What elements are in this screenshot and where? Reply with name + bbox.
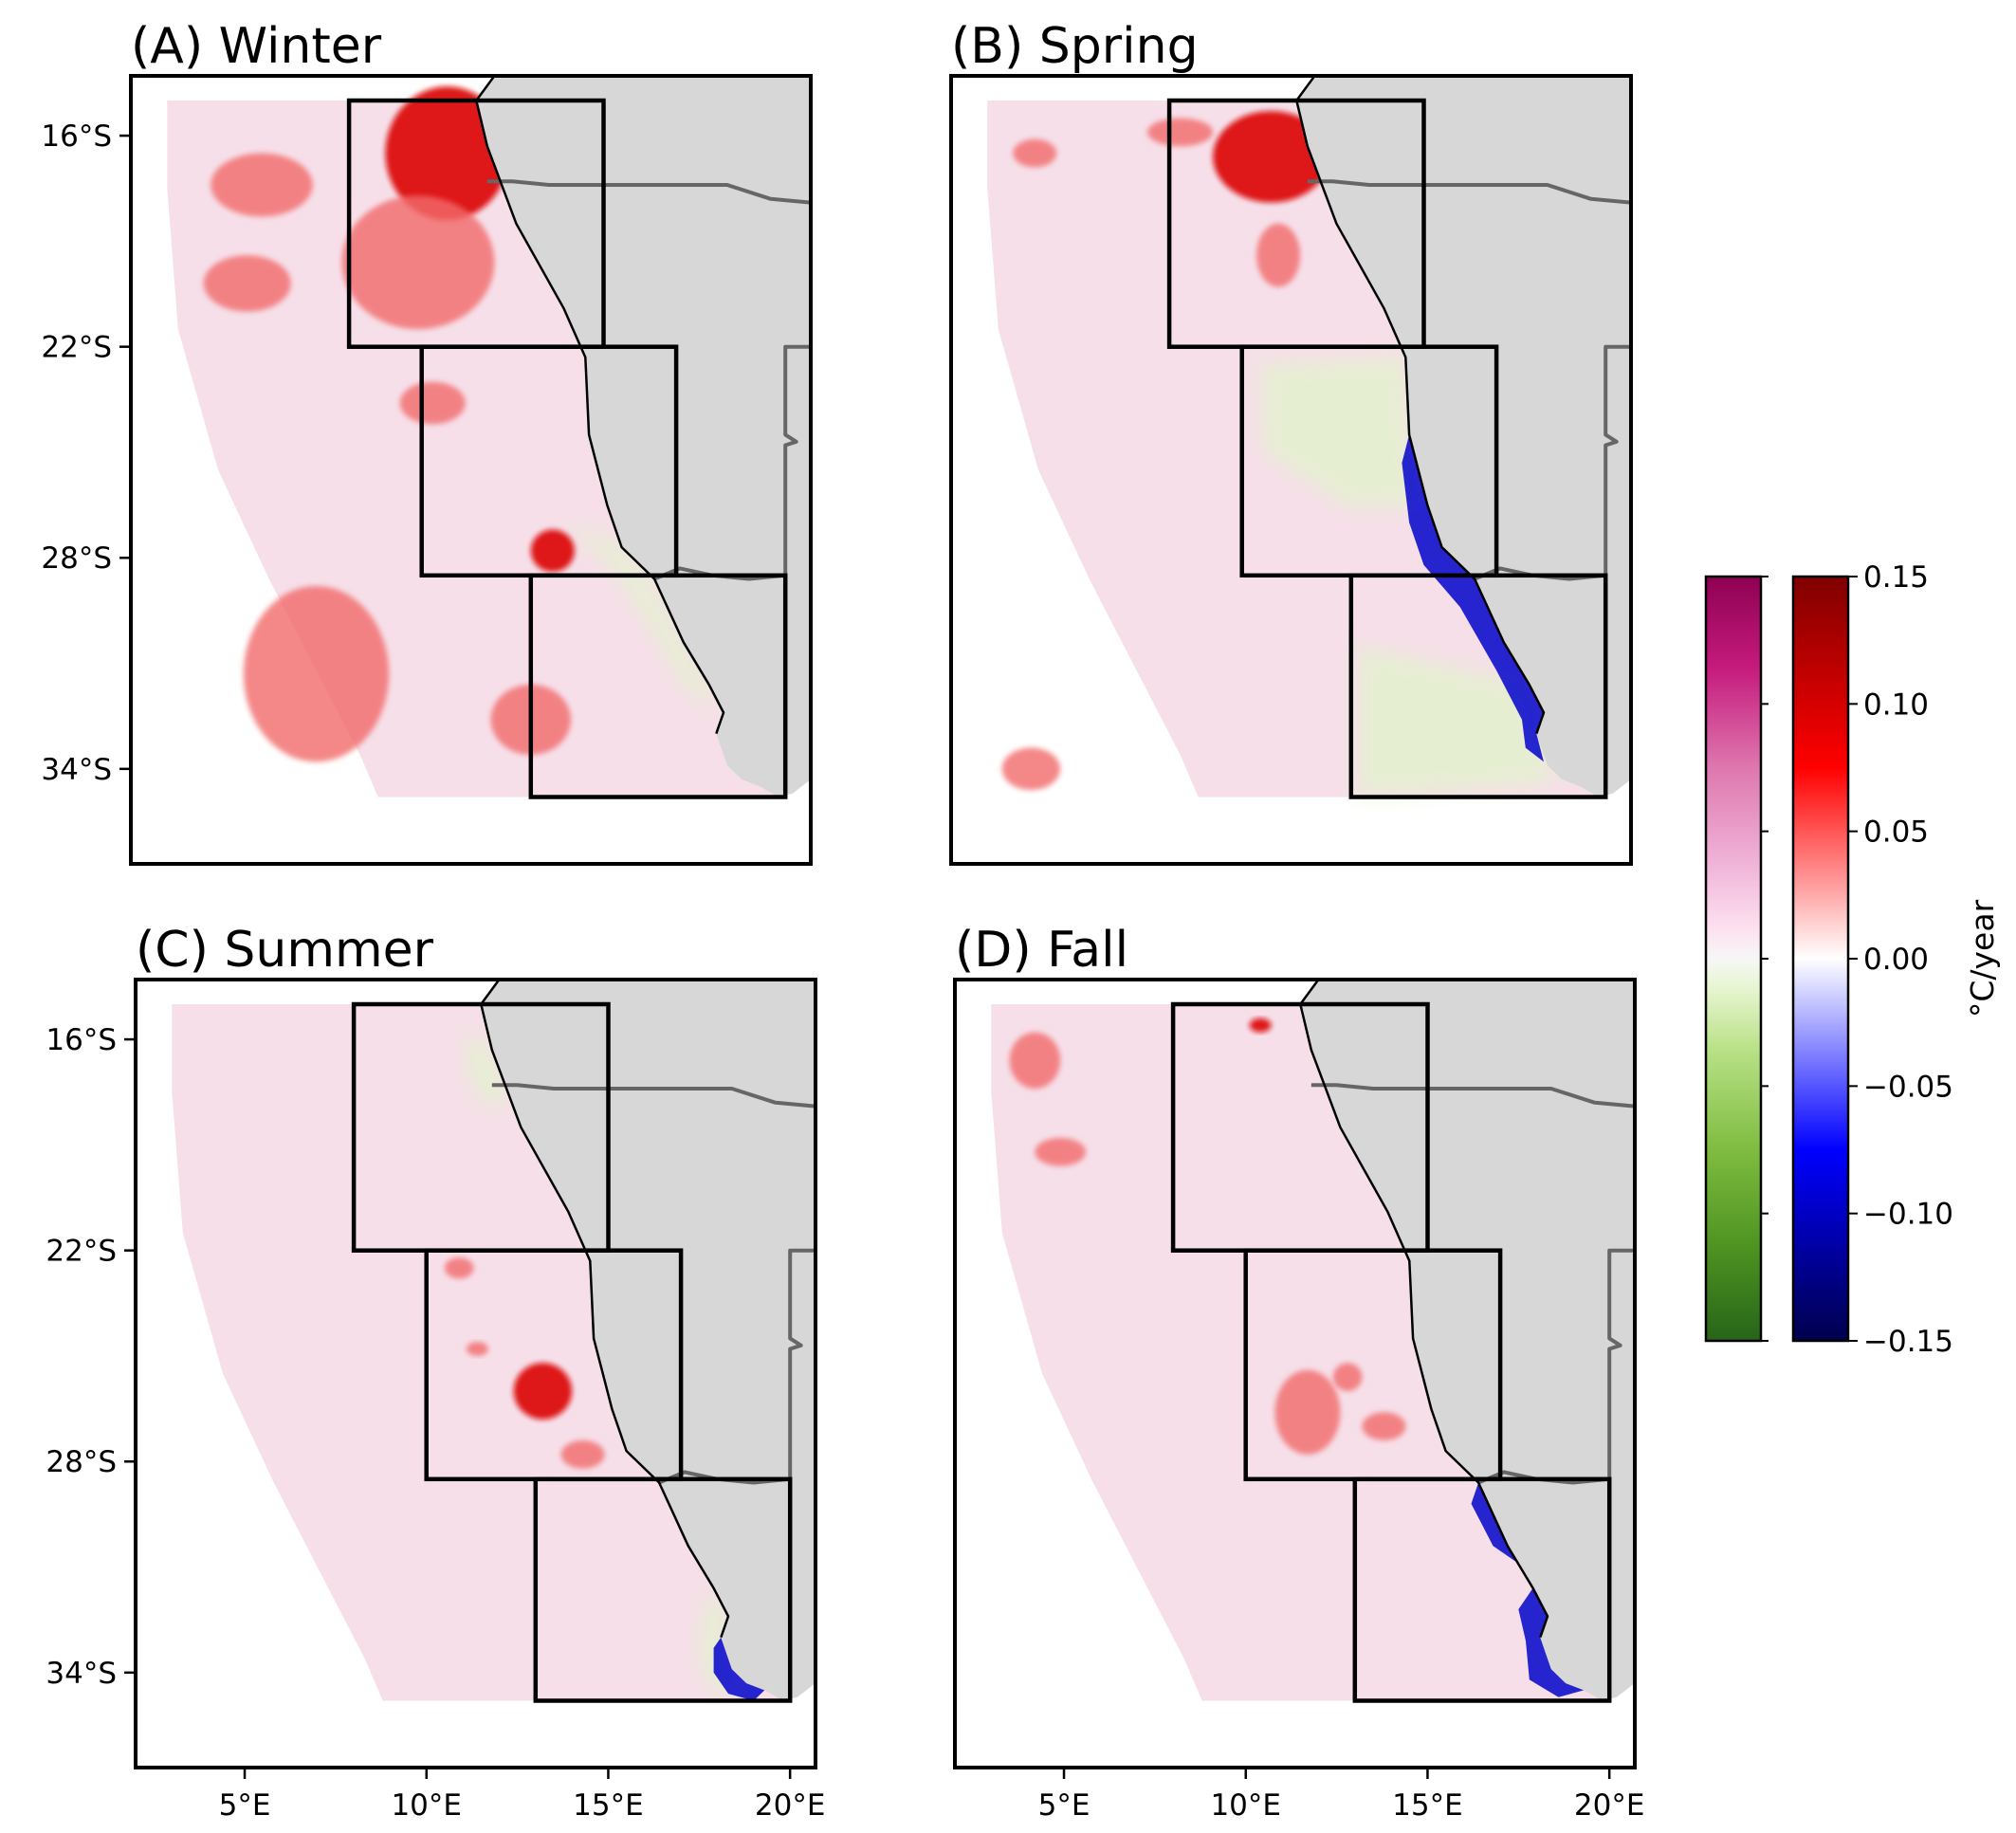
colorbar-group: 0.15 0.10 0.05 0.00 −0.05 −0.10 −0.15 °C/year bbox=[1704, 560, 2001, 1359]
ocean-trend-field bbox=[991, 1004, 1603, 1701]
lon-tick-label: 20°E bbox=[755, 1788, 826, 1823]
warming-patch bbox=[466, 1342, 488, 1356]
cooling-zone bbox=[567, 522, 717, 713]
lon-tick-label: 5°E bbox=[1038, 1788, 1090, 1823]
country-border bbox=[1477, 1248, 1635, 1485]
colorbar-tick-label: 0.15 bbox=[1863, 560, 1929, 595]
warming-patch bbox=[1362, 1412, 1406, 1440]
coastline bbox=[480, 980, 730, 1639]
warming-patch bbox=[560, 1440, 605, 1469]
region-box-southern bbox=[533, 1476, 793, 1703]
coastal-cooling bbox=[1402, 434, 1544, 762]
region-box-southern bbox=[1352, 1476, 1612, 1703]
lat-tick-label: 28°S bbox=[46, 1445, 117, 1479]
region-box-southern bbox=[528, 573, 788, 799]
country-border bbox=[658, 1248, 816, 1485]
warming-patch bbox=[1013, 138, 1057, 168]
lon-tick-label: 15°E bbox=[573, 1788, 644, 1823]
warming-patch bbox=[1009, 1032, 1061, 1090]
country-border bbox=[491, 1083, 816, 1109]
coastal-cooling bbox=[1518, 1587, 1585, 1697]
country-border bbox=[653, 344, 811, 581]
warming-patch bbox=[1035, 1138, 1086, 1166]
cooling-zone bbox=[466, 1032, 510, 1107]
lat-tick-label: 28°S bbox=[41, 541, 112, 576]
map-frame bbox=[129, 74, 813, 866]
lat-tick-label: 22°S bbox=[41, 331, 112, 365]
warming-patch bbox=[513, 1363, 573, 1420]
land-mass bbox=[1300, 980, 1635, 1701]
colorbar-tick-label: 0.00 bbox=[1863, 943, 1929, 977]
warming-patch bbox=[1249, 1017, 1272, 1033]
coastal-cooling bbox=[713, 1637, 765, 1701]
warming-patch bbox=[530, 529, 575, 573]
map-panel-C: (C) Summer 16°S 22°S 28°S 34°S 5°E 10°E 15°E 20°… bbox=[46, 922, 825, 1823]
lon-tick-label: 10°E bbox=[391, 1788, 462, 1823]
colorbar-tick-label: −0.10 bbox=[1863, 1198, 1953, 1232]
country-border bbox=[1474, 344, 1631, 581]
lat-tick-label: 16°S bbox=[46, 1023, 117, 1057]
panel-title: (B) Spring bbox=[951, 18, 1199, 75]
land-mass bbox=[481, 980, 816, 1701]
warming-patch bbox=[1001, 747, 1061, 791]
warming-patch bbox=[211, 153, 313, 217]
coastline bbox=[475, 76, 725, 735]
warming-patch bbox=[341, 195, 495, 330]
lon-tick-label: 5°E bbox=[219, 1788, 271, 1823]
cooling-zone bbox=[1259, 357, 1424, 509]
warming-patch bbox=[243, 586, 390, 762]
warming-patch bbox=[1147, 118, 1214, 147]
colorbar-seismic bbox=[1791, 575, 1850, 1343]
lat-tick-label: 16°S bbox=[41, 119, 112, 154]
warming-patch bbox=[444, 1257, 474, 1279]
lon-tick-label: 15°E bbox=[1392, 1788, 1463, 1823]
warming-patch bbox=[399, 381, 466, 425]
panel-title: (D) Fall bbox=[955, 922, 1128, 979]
colorbar-label: °C/year bbox=[1964, 899, 2001, 1017]
coastline bbox=[1299, 980, 1549, 1639]
map-frame bbox=[949, 74, 1633, 866]
region-box-southern bbox=[1348, 573, 1608, 799]
lon-tick-label: 10°E bbox=[1210, 1788, 1281, 1823]
colorbar-tick-label: 0.10 bbox=[1863, 687, 1929, 722]
coastal-cooling bbox=[1471, 1482, 1519, 1564]
colorbar-tick-label: −0.15 bbox=[1863, 1325, 1953, 1359]
map-frame bbox=[134, 978, 817, 1769]
cooling-zone bbox=[699, 1587, 750, 1695]
country-border bbox=[1310, 1083, 1635, 1109]
land-mass bbox=[1296, 76, 1631, 797]
panel-title: (A) Winter bbox=[131, 18, 382, 75]
coastline bbox=[1295, 76, 1546, 735]
colorbar-tick-label: −0.05 bbox=[1863, 1070, 1953, 1104]
colorbar-tick-label: 0.05 bbox=[1863, 816, 1929, 850]
lat-tick-label: 22°S bbox=[46, 1235, 117, 1269]
warming-patch bbox=[1256, 223, 1301, 287]
map-panel-B: (B) Spring bbox=[949, 18, 1633, 866]
map-panel-D: (D) Fall 5°E 10°E 15°E 20°E bbox=[953, 922, 1645, 1823]
warming-patch bbox=[1213, 111, 1329, 203]
panel-title: (C) Summer bbox=[136, 922, 434, 979]
country-border bbox=[1307, 179, 1631, 205]
warming-patch bbox=[1274, 1369, 1341, 1455]
warming-patch bbox=[203, 255, 291, 312]
lat-tick-label: 34°S bbox=[46, 1657, 117, 1691]
warming-patch bbox=[385, 86, 509, 221]
warming-patch bbox=[1332, 1363, 1363, 1391]
lat-tick-label: 34°S bbox=[41, 753, 112, 787]
colorbar-piyg bbox=[1704, 575, 1763, 1343]
lon-tick-label: 20°E bbox=[1574, 1788, 1645, 1823]
map-frame bbox=[953, 978, 1637, 1769]
map-panel-A: (A) Winter 16°S 22°S 28°S 34°S bbox=[41, 18, 813, 866]
land-mass bbox=[476, 76, 811, 797]
country-border bbox=[486, 179, 811, 205]
